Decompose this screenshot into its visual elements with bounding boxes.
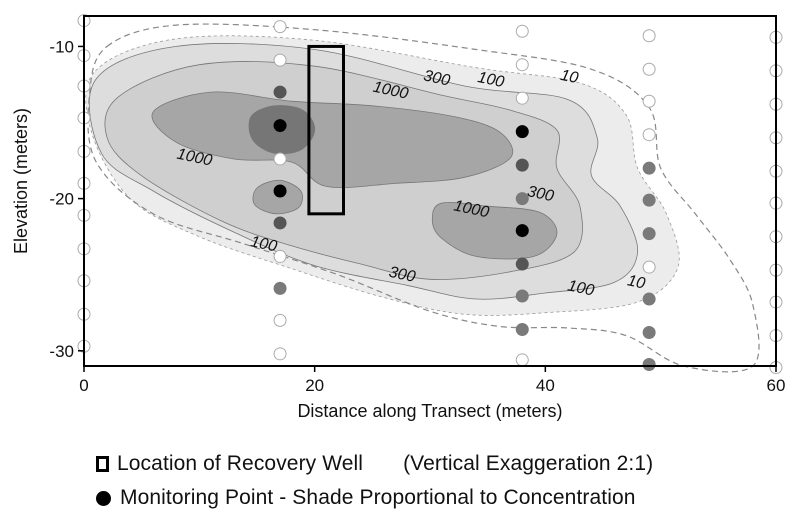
monitoring-point bbox=[642, 260, 656, 274]
contour-label: 300 bbox=[387, 264, 417, 286]
y-tick-label: -30 bbox=[49, 342, 74, 361]
x-tick-label: 0 bbox=[79, 376, 88, 395]
monitoring-point bbox=[273, 119, 287, 133]
x-axis-title: Distance along Transect (meters) bbox=[297, 401, 562, 421]
monitoring-point bbox=[273, 313, 287, 327]
recovery-well-box bbox=[307, 44, 345, 216]
recovery-well-swatch bbox=[96, 456, 109, 472]
legend-monitoring-point: Monitoring Point - Shade Proportional to… bbox=[96, 486, 636, 510]
contour-label: 300 bbox=[526, 183, 556, 205]
monitoring-point bbox=[273, 347, 287, 361]
monitoring-point bbox=[642, 227, 656, 241]
legend-recovery-well: Location of Recovery Well (Vertical Exag… bbox=[96, 452, 653, 476]
monitoring-point bbox=[273, 53, 287, 67]
contour-label: 10 bbox=[559, 67, 580, 87]
contour-fills bbox=[85, 35, 680, 316]
monitoring-point bbox=[273, 152, 287, 166]
monitoring-point bbox=[273, 216, 287, 230]
monitoring-point bbox=[642, 94, 656, 108]
vertical-exaggeration-note: (Vertical Exaggeration 2:1) bbox=[403, 452, 654, 475]
monitoring-point bbox=[273, 85, 287, 99]
monitoring-point bbox=[642, 128, 656, 142]
axis-ticks: 0 20 40 60 -10 -20 -30 bbox=[49, 37, 785, 395]
monitoring-point bbox=[515, 24, 529, 38]
contour-1000-lower bbox=[431, 202, 558, 260]
contour-label: 100 bbox=[566, 277, 596, 299]
contour-1000-main bbox=[151, 91, 514, 189]
monitoring-point bbox=[642, 357, 656, 371]
monitoring-point bbox=[515, 91, 529, 105]
x-tick-label: 20 bbox=[305, 376, 324, 395]
contour-10-outer bbox=[87, 23, 760, 373]
monitoring-point bbox=[273, 20, 287, 34]
monitoring-point bbox=[515, 192, 529, 206]
monitoring-point bbox=[273, 249, 287, 263]
recovery-well bbox=[307, 44, 345, 216]
plot-frame bbox=[83, 15, 777, 367]
recovery-well-label: Location of Recovery Well bbox=[117, 452, 364, 475]
x-tick-label: 40 bbox=[536, 376, 555, 395]
monitoring-point bbox=[642, 62, 656, 76]
y-tick-label: -20 bbox=[49, 190, 74, 209]
contour-label: 100 bbox=[476, 69, 506, 91]
monitoring-point bbox=[515, 322, 529, 336]
y-axis-title: Elevation (meters) bbox=[11, 108, 31, 254]
monitoring-point bbox=[642, 193, 656, 207]
x-tick-label: 60 bbox=[767, 376, 786, 395]
monitoring-point bbox=[515, 158, 529, 172]
monitoring-point-swatch bbox=[96, 490, 111, 506]
monitoring-point bbox=[273, 281, 287, 295]
monitoring-point bbox=[642, 161, 656, 175]
monitoring-point bbox=[515, 257, 529, 271]
contour-label: 10 bbox=[626, 272, 647, 292]
monitoring-point bbox=[515, 289, 529, 303]
contour-label: 100 bbox=[249, 233, 279, 255]
monitoring-point bbox=[642, 29, 656, 43]
monitoring-point bbox=[515, 353, 529, 367]
contour-lines bbox=[87, 23, 760, 373]
monitoring-point-label: Monitoring Point - Shade Proportional to… bbox=[120, 486, 636, 509]
monitoring-point bbox=[273, 184, 287, 198]
monitoring-point bbox=[642, 326, 656, 340]
monitoring-point bbox=[515, 224, 529, 238]
contour-label: 300 bbox=[422, 67, 452, 89]
monitoring-point bbox=[642, 292, 656, 306]
y-tick-label: -10 bbox=[49, 37, 74, 56]
monitoring-point bbox=[515, 125, 529, 139]
monitoring-point bbox=[515, 58, 529, 72]
